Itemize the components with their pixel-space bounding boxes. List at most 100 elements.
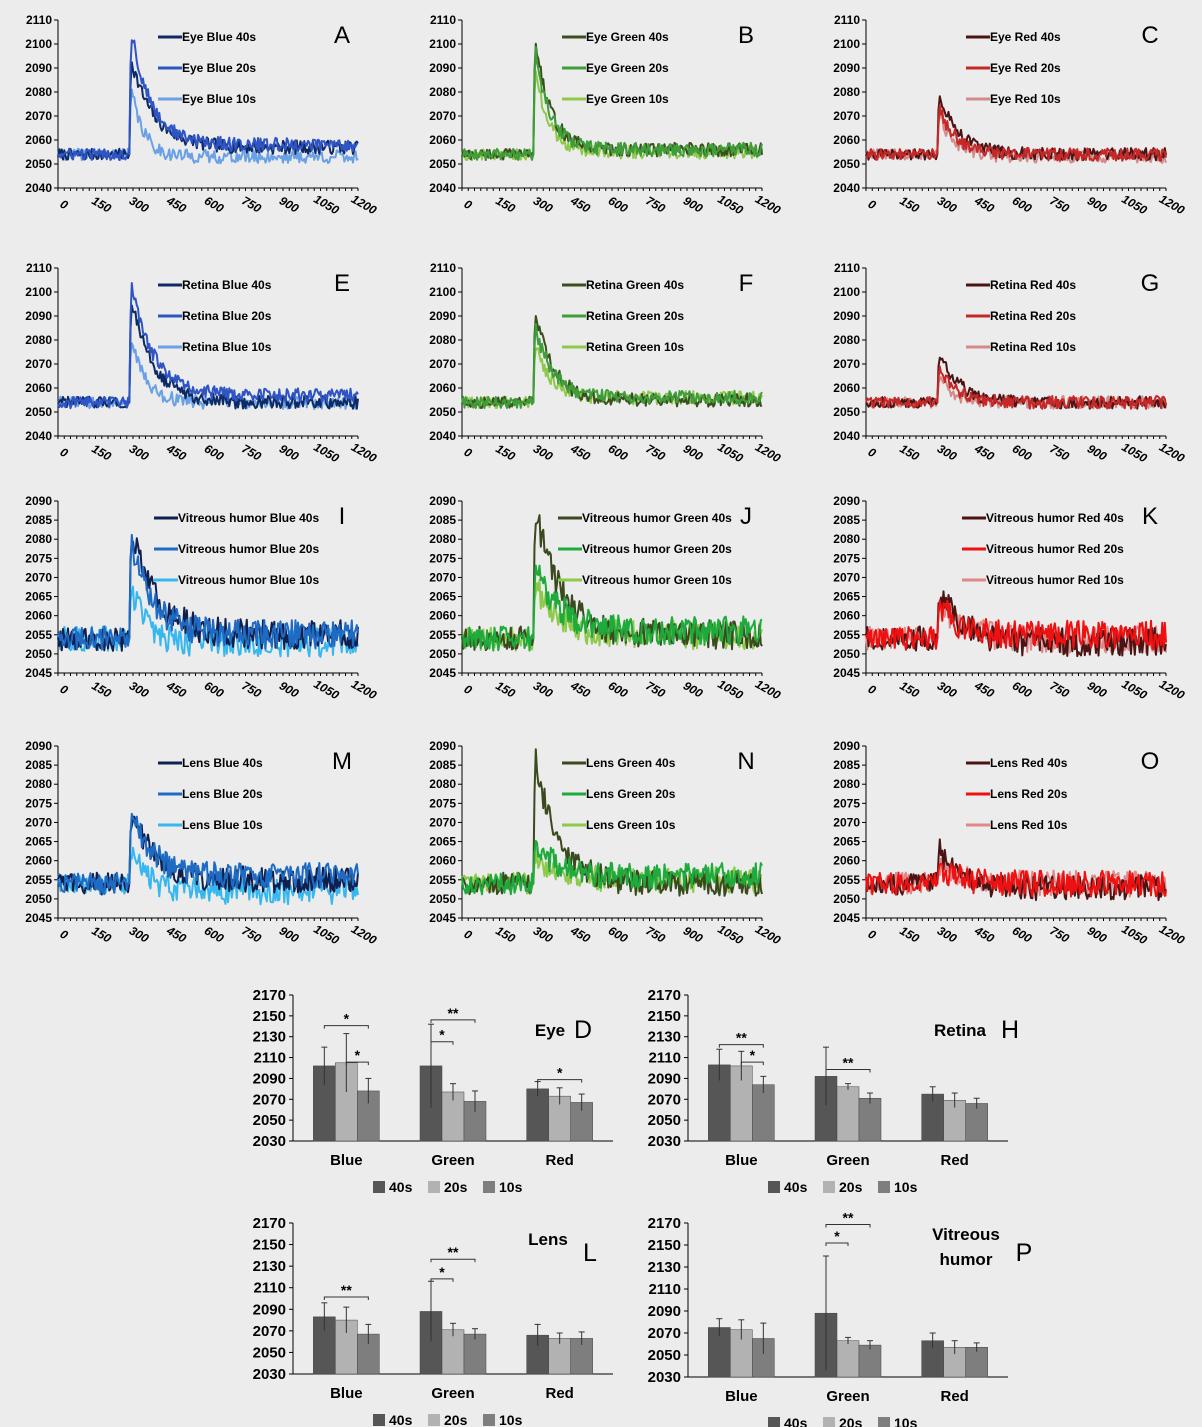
x-tick-label: 1200 [1157,440,1187,466]
y-tick-label: 2040 [833,181,860,195]
x-tick-label: 0 [866,927,879,943]
x-tick-label: 900 [681,193,706,215]
significance-label: * [750,1047,756,1063]
significance-bracket [430,1258,476,1263]
legend-label: Vitreous humor Green 10s [582,573,732,587]
category-label: Green [431,1385,474,1402]
y-tick-label: 2080 [25,333,52,347]
y-tick-label: 2070 [25,109,52,123]
panel-letter: B [738,22,754,49]
x-tick-label: 150 [493,193,518,215]
legend-label: Retina Blue 10s [182,340,272,354]
chart-title: Vitreous [932,1225,1000,1244]
y-tick-label: 2030 [253,1133,286,1150]
panel-letter: E [334,270,350,297]
y-tick-label: 2080 [25,532,52,546]
y-tick-label: 2100 [429,37,456,51]
y-tick-label: 2170 [253,987,286,1004]
legend-label: 10s [499,1179,523,1195]
x-tick-label: 0 [866,682,879,698]
y-tick-label: 2065 [429,835,456,849]
x-tick-label: 150 [897,678,922,700]
legend-swatch [373,1414,385,1426]
x-tick-label: 600 [1010,441,1035,463]
line-chart-K: 2045 2050 2055 2060 2065 2070 2075 2080 2085 2090… [833,494,1187,702]
panel-letter: D [574,1016,592,1044]
x-tick-label: 900 [1085,441,1110,463]
legend-label: Vitreous humor Red 20s [986,542,1124,556]
y-tick-label: 2170 [648,987,681,1004]
y-tick-label: 2080 [25,85,52,99]
y-tick-label: 2050 [833,157,860,171]
y-tick-label: 2070 [429,570,456,584]
x-tick-label: 1200 [1157,922,1187,948]
x-tick-label: 750 [239,441,264,463]
legend-swatch [373,1181,385,1193]
legend-label: Lens Red 20s [990,787,1068,801]
legend-label: Retina Red 10s [990,340,1076,354]
y-tick-label: 2150 [253,1008,286,1025]
y-tick-label: 2070 [833,357,860,371]
legend-label: Eye Red 10s [990,92,1061,106]
significance-label: * [834,1228,840,1244]
x-tick-label: 600 [1010,923,1035,945]
y-tick-label: 2070 [25,815,52,829]
legend-label: Vitreous humor Blue 20s [178,542,319,556]
y-tick-label: 2060 [429,854,456,868]
x-tick-label: 750 [239,923,264,945]
y-tick-label: 2065 [25,590,52,604]
y-tick-label: 2030 [648,1369,681,1386]
x-tick-label: 300 [935,678,960,700]
significance-bracket [825,1224,871,1228]
y-tick-label: 2080 [429,777,456,791]
x-tick-label: 1050 [1119,922,1149,948]
legend-label: 40s [784,1179,808,1195]
y-tick-label: 2090 [429,309,456,323]
series-line-1 [57,39,359,161]
chart-title: Eye [535,1021,565,1040]
category-label: Blue [725,1388,758,1405]
y-tick-label: 2040 [429,181,456,195]
y-tick-label: 2065 [833,590,860,604]
y-tick-label: 2075 [429,796,456,810]
y-tick-label: 2045 [25,911,52,925]
y-tick-label: 2080 [429,333,456,347]
y-tick-label: 2060 [429,133,456,147]
significance-bracket [740,1061,764,1066]
y-tick-label: 2090 [253,1070,286,1087]
x-tick-label: 750 [239,678,264,700]
y-tick-label: 2110 [834,13,860,27]
significance-bracket [430,1019,476,1023]
y-tick-label: 2050 [25,157,52,171]
legend-label: Retina Green 10s [586,340,684,354]
x-tick-label: 1050 [311,677,341,703]
y-tick-label: 2050 [429,647,456,661]
y-tick-label: 2070 [25,357,52,371]
legend-label: 20s [444,1412,468,1427]
legend-label: Retina Blue 20s [182,309,272,323]
y-tick-label: 2050 [25,892,52,906]
y-tick-label: 2055 [429,873,456,887]
line-chart-C: 2040 2050 2060 2070 2080 2090 2100 2110 0 150 300 4… [833,13,1187,217]
y-tick-label: 2090 [25,61,52,75]
significance-bracket [825,1068,871,1073]
y-tick-label: 2070 [429,815,456,829]
y-tick-label: 2080 [833,333,860,347]
x-tick-label: 900 [1085,678,1110,700]
x-tick-label: 1050 [1119,677,1149,703]
x-tick-label: 750 [643,923,668,945]
x-tick-label: 600 [606,193,631,215]
legend-label: Retina Blue 40s [182,278,272,292]
series-line-1 [57,812,359,895]
y-tick-label: 2090 [833,61,860,75]
x-tick-label: 450 [971,923,996,946]
y-tick-label: 2085 [833,758,860,772]
y-tick-label: 2060 [25,381,52,395]
x-tick-label: 1200 [349,192,379,218]
y-tick-label: 2150 [648,1237,681,1254]
x-tick-label: 300 [127,193,152,215]
legend-label: Eye Green 40s [586,30,669,44]
x-tick-label: 300 [531,441,556,463]
y-tick-label: 2060 [429,381,456,395]
x-tick-label: 150 [897,923,922,945]
